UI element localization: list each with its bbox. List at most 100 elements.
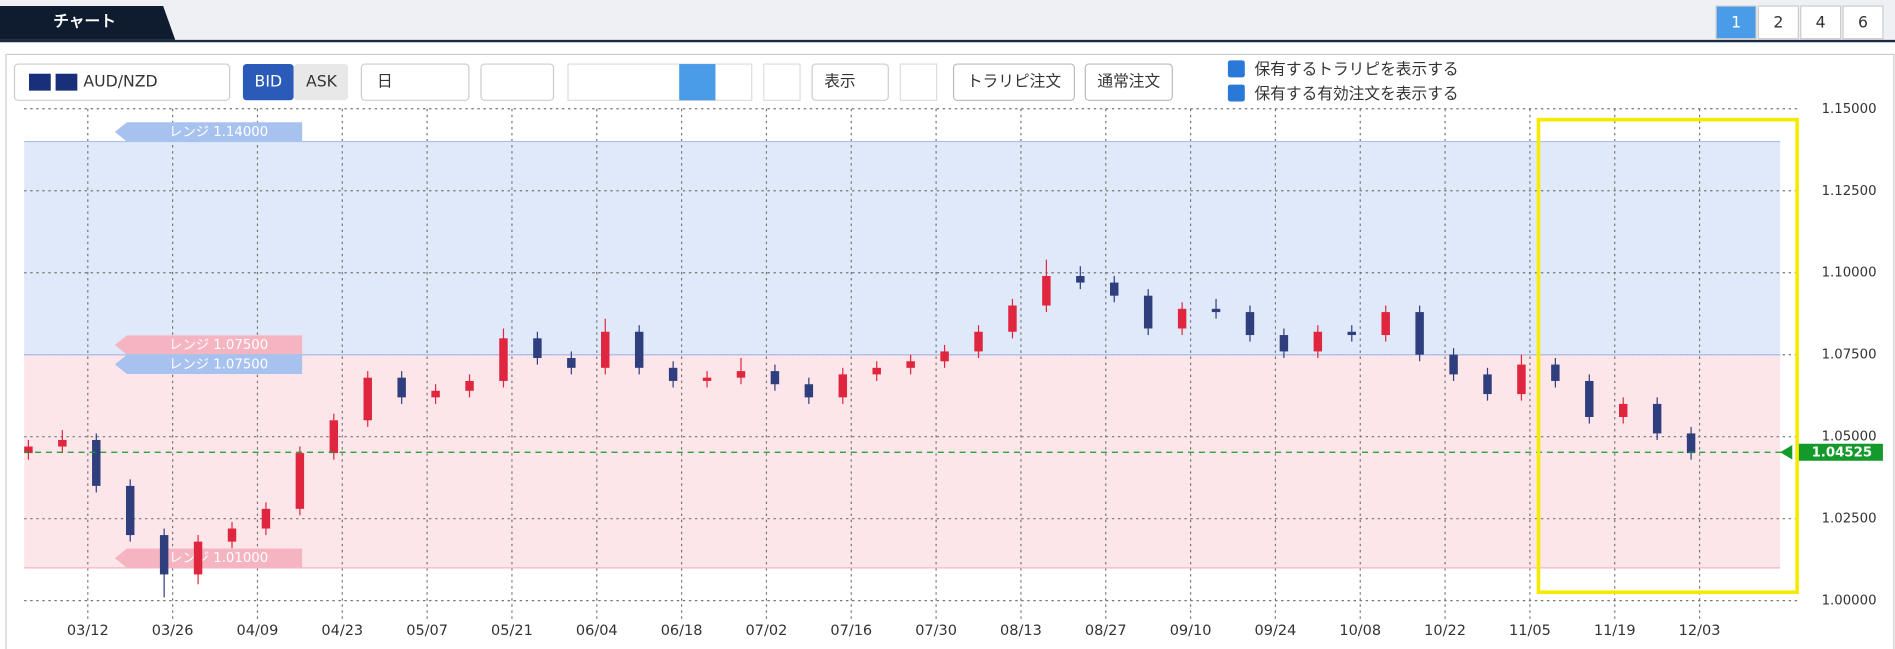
candle-body bbox=[1517, 364, 1526, 395]
display-button[interactable] bbox=[811, 63, 889, 101]
candle-body bbox=[1177, 308, 1187, 329]
x-tick-label: 03/12 bbox=[67, 623, 109, 639]
candle-body bbox=[1211, 308, 1221, 313]
pair: AUD/NZD bbox=[83, 72, 157, 91]
page-label: 2 bbox=[1773, 12, 1783, 31]
candle-body bbox=[1042, 276, 1051, 306]
candle-body bbox=[1551, 364, 1560, 381]
candle-body bbox=[363, 377, 372, 421]
checkbox[interactable] bbox=[1227, 84, 1245, 102]
candle-body bbox=[92, 439, 101, 486]
x-tick-label: 09/10 bbox=[1170, 623, 1212, 639]
trap-order: トラリピ注文 bbox=[967, 72, 1062, 91]
range-band bbox=[24, 354, 1781, 568]
normal-order-button[interactable] bbox=[1084, 63, 1173, 101]
candle-body bbox=[770, 371, 780, 385]
range-label: レンジ 1.14000 bbox=[169, 125, 268, 140]
page-button[interactable] bbox=[1715, 5, 1757, 40]
candle-body bbox=[465, 380, 474, 391]
page-button[interactable] bbox=[1757, 5, 1799, 40]
candle-body bbox=[1415, 312, 1424, 355]
x-tick-label: 06/04 bbox=[576, 623, 618, 639]
tab-bar bbox=[0, 0, 1895, 43]
candle-body bbox=[533, 338, 542, 358]
x-tick-label: 08/27 bbox=[1085, 623, 1127, 639]
display: 表示 bbox=[824, 72, 855, 91]
checkbox[interactable] bbox=[1227, 60, 1245, 78]
x-tick-label: 08/13 bbox=[1000, 623, 1042, 639]
candle-body bbox=[125, 485, 135, 536]
x-tick-label: 10/08 bbox=[1339, 623, 1381, 639]
x-tick-label: 07/30 bbox=[915, 623, 957, 639]
tab-label: チャート bbox=[53, 11, 116, 30]
range-tag bbox=[114, 122, 303, 142]
candle-body bbox=[397, 377, 406, 398]
check-label: 保有するトラリピを表示する bbox=[1254, 60, 1458, 79]
page-label: 4 bbox=[1816, 12, 1826, 31]
tab[interactable] bbox=[0, 6, 176, 40]
range-tag bbox=[114, 354, 303, 375]
candle-body bbox=[261, 508, 271, 529]
candle-body bbox=[567, 357, 576, 368]
chart-type[interactable] bbox=[480, 63, 555, 101]
y-tick-label: 1.05000 bbox=[1822, 430, 1877, 445]
candle-body bbox=[1483, 374, 1492, 395]
candle-body bbox=[1076, 276, 1085, 283]
range-label: レンジ 1.07500 bbox=[169, 338, 268, 353]
candle-body bbox=[940, 351, 949, 362]
x-tick-label: 09/24 bbox=[1255, 623, 1297, 639]
bid: BID bbox=[255, 72, 282, 91]
y-tick-label: 1.15000 bbox=[1822, 102, 1877, 117]
candle-body bbox=[634, 331, 644, 368]
range-label: レンジ 1.01000 bbox=[169, 551, 268, 566]
highlight-box bbox=[1536, 117, 1799, 595]
x-tick-label: 04/09 bbox=[237, 623, 279, 639]
x-tick-label: 06/18 bbox=[661, 623, 703, 639]
x-tick-label: 10/22 bbox=[1424, 623, 1466, 639]
page-button[interactable] bbox=[1842, 5, 1884, 40]
y-tick-label: 1.00000 bbox=[1822, 594, 1877, 609]
candle-body bbox=[1143, 295, 1153, 329]
zoom-tools[interactable] bbox=[567, 63, 753, 101]
bid-button[interactable] bbox=[242, 64, 294, 101]
y-tick-label: 1.02500 bbox=[1822, 512, 1877, 527]
x-tick-label: 03/26 bbox=[152, 623, 194, 639]
candle-body bbox=[1347, 331, 1357, 336]
range-label: レンジ 1.07500 bbox=[169, 357, 268, 372]
pair-select[interactable] bbox=[13, 63, 231, 101]
candle-body bbox=[329, 420, 339, 454]
page-button[interactable] bbox=[1800, 5, 1842, 40]
range-tag bbox=[114, 335, 303, 355]
period: 日 bbox=[377, 72, 393, 91]
x-tick-label: 12/03 bbox=[1679, 623, 1721, 639]
x-tick-label: 11/05 bbox=[1509, 623, 1551, 639]
candle-body bbox=[58, 439, 67, 447]
candle-body bbox=[159, 535, 169, 575]
candle-body bbox=[1686, 433, 1696, 454]
indicator-button[interactable] bbox=[763, 63, 801, 101]
candle-body bbox=[24, 446, 33, 454]
ask-button[interactable] bbox=[293, 64, 349, 101]
candle-body bbox=[838, 374, 848, 398]
y-tick-label: 1.12500 bbox=[1822, 184, 1877, 199]
candle-body bbox=[906, 361, 915, 368]
candle-body bbox=[872, 367, 881, 375]
current-price-label: 1.04525 bbox=[1812, 445, 1872, 460]
candle-body bbox=[702, 377, 712, 381]
candle-body bbox=[1585, 380, 1594, 418]
candle-body bbox=[1652, 403, 1662, 434]
candle-body bbox=[668, 367, 678, 381]
candle-body bbox=[1313, 331, 1323, 352]
trap-order-button[interactable] bbox=[952, 63, 1076, 101]
period-select[interactable] bbox=[360, 63, 470, 101]
candle-body bbox=[1449, 354, 1458, 375]
current-price-tag bbox=[1780, 443, 1883, 461]
candle-body bbox=[1618, 403, 1628, 418]
normal-order: 通常注文 bbox=[1097, 72, 1160, 91]
x-tick-label: 05/07 bbox=[406, 623, 448, 639]
x-tick-label: 07/02 bbox=[746, 623, 788, 639]
expand-button[interactable] bbox=[899, 63, 938, 101]
candle-body bbox=[431, 390, 440, 398]
candle-body bbox=[736, 371, 746, 378]
